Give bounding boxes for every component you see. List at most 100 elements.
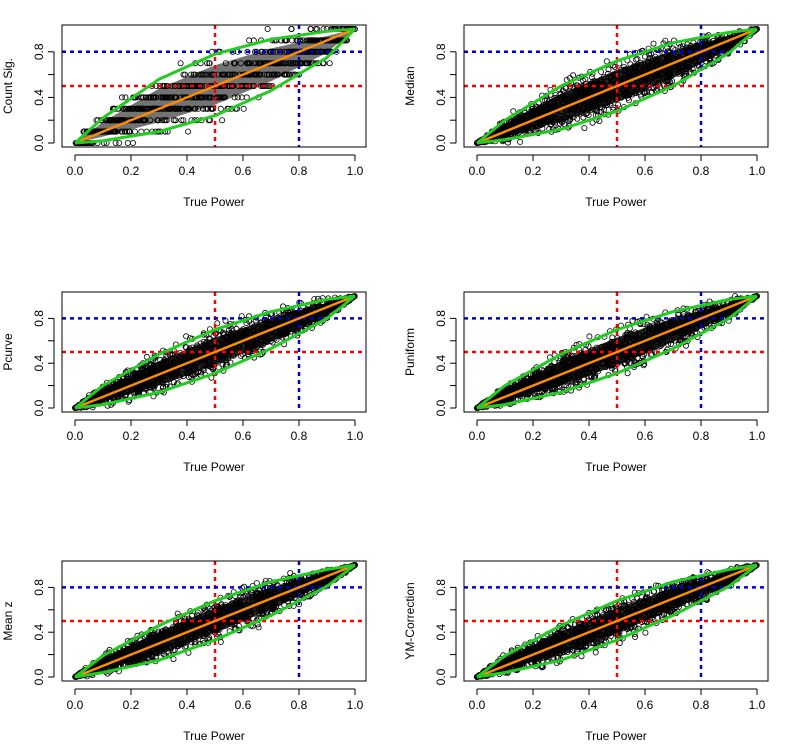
x-tick-label: 0.0 <box>67 429 84 443</box>
y-tick-label: 0.8 <box>32 43 46 60</box>
data-point <box>182 71 189 78</box>
y-tick-label: 0.0 <box>32 134 46 151</box>
data-point <box>517 138 524 145</box>
x-tick-label: 1.0 <box>347 429 364 443</box>
data-point <box>307 25 314 32</box>
x-tick-label: 0.6 <box>235 164 252 178</box>
data-point <box>634 56 641 63</box>
data-point <box>185 128 192 135</box>
plot-area <box>62 292 366 412</box>
data-point <box>177 60 184 67</box>
data-point <box>596 118 603 125</box>
x-tick-label: 0.8 <box>291 429 308 443</box>
y-tick-label: 0.0 <box>434 134 448 151</box>
x-tick-label: 0.6 <box>235 429 252 443</box>
data-point <box>124 139 131 146</box>
data-point <box>244 48 251 55</box>
data-point <box>182 343 189 350</box>
chart-panel-2: 0.0 0.2 0.4 0.6 0.8 1.0 True Power 0.0 0.4 0.8 Med… <box>403 24 769 209</box>
data-point <box>122 94 129 101</box>
x-axis: 0.0 0.2 0.4 0.6 0.8 1.0 True Power <box>67 419 364 474</box>
y-axis-label: Median <box>403 66 417 105</box>
x-tick-label: 0.4 <box>581 164 598 178</box>
data-point <box>605 66 612 73</box>
data-point <box>172 117 179 124</box>
plot-area <box>464 25 768 147</box>
x-tick-label: 0.0 <box>469 164 486 178</box>
data-point <box>170 117 177 124</box>
x-tick-label: 1.0 <box>749 164 766 178</box>
data-point <box>561 121 568 128</box>
x-axis-label: True Power <box>183 195 245 209</box>
data-point <box>131 128 138 135</box>
y-axis-label: Count Sig. <box>1 58 15 114</box>
data-point <box>586 333 593 340</box>
data-point <box>206 60 213 67</box>
plot-border <box>61 291 367 413</box>
data-point <box>612 366 619 373</box>
data-point <box>288 25 295 32</box>
series-lower-bound <box>74 294 356 410</box>
data-point <box>178 117 185 124</box>
series-fit <box>74 294 356 410</box>
data-point <box>326 60 333 67</box>
series-fit <box>74 27 356 145</box>
x-tick-label: 0.4 <box>179 429 196 443</box>
y-axis: 0.0 0.4 0.8 Pcurve <box>1 310 55 416</box>
x-axis-label: True Power <box>585 195 647 209</box>
plot-area <box>62 25 366 147</box>
data-point <box>246 37 253 44</box>
x-tick-label: 0.0 <box>67 164 84 178</box>
x-tick-label: 0.8 <box>693 164 710 178</box>
data-point <box>116 139 123 146</box>
x-tick-label: 0.4 <box>179 164 196 178</box>
data-point <box>180 71 187 78</box>
y-tick-label: 0.8 <box>32 310 46 327</box>
x-tick-label: 0.2 <box>123 164 140 178</box>
series-upper-bound <box>73 27 356 145</box>
y-tick-label: 0.4 <box>32 89 46 106</box>
data-point <box>215 364 222 371</box>
y-axis: 0.0 0.4 0.8 Median <box>403 43 457 151</box>
x-tick-label: 0.6 <box>637 164 654 178</box>
plot-border <box>61 24 367 148</box>
series-lower-bound <box>476 27 758 145</box>
data-point <box>624 370 631 377</box>
plot-border <box>463 24 769 148</box>
x-tick-label: 0.2 <box>123 429 140 443</box>
x-axis-label: True Power <box>183 460 245 474</box>
x-tick-label: 0.8 <box>291 164 308 178</box>
series-upper-bound <box>74 294 356 410</box>
data-point <box>650 40 657 47</box>
data-point <box>240 105 247 112</box>
series-fit <box>476 27 758 145</box>
data-point <box>657 84 664 91</box>
series-upper-bound <box>476 27 758 145</box>
data-point <box>219 117 226 124</box>
data-point <box>633 56 640 63</box>
data-point <box>567 83 574 90</box>
data-point <box>570 72 577 79</box>
y-axis: 0.0 0.4 0.8 Count Sig. <box>1 43 55 151</box>
y-tick-label: 0.8 <box>434 43 448 60</box>
data-point <box>180 117 187 124</box>
y-axis-label: Pcurve <box>1 333 15 371</box>
y-tick-label: 0.4 <box>32 355 46 372</box>
data-point <box>214 320 221 327</box>
data-point <box>581 125 588 132</box>
plot-area <box>464 292 768 412</box>
chart-panel-3: 0.0 0.2 0.4 0.6 0.8 1.0 True Power 0.0 0.4 0.8 Pcu… <box>1 291 367 474</box>
x-tick-label: 0.2 <box>525 164 542 178</box>
data-point <box>129 139 136 146</box>
data-point <box>112 139 119 146</box>
y-tick-label: 0.0 <box>32 399 46 416</box>
y-tick-label: 0.4 <box>434 89 448 106</box>
data-point <box>204 60 211 67</box>
data-point <box>585 112 592 119</box>
data-point <box>588 74 595 81</box>
x-axis: 0.0 0.2 0.4 0.6 0.8 1.0 True Power <box>469 154 766 209</box>
